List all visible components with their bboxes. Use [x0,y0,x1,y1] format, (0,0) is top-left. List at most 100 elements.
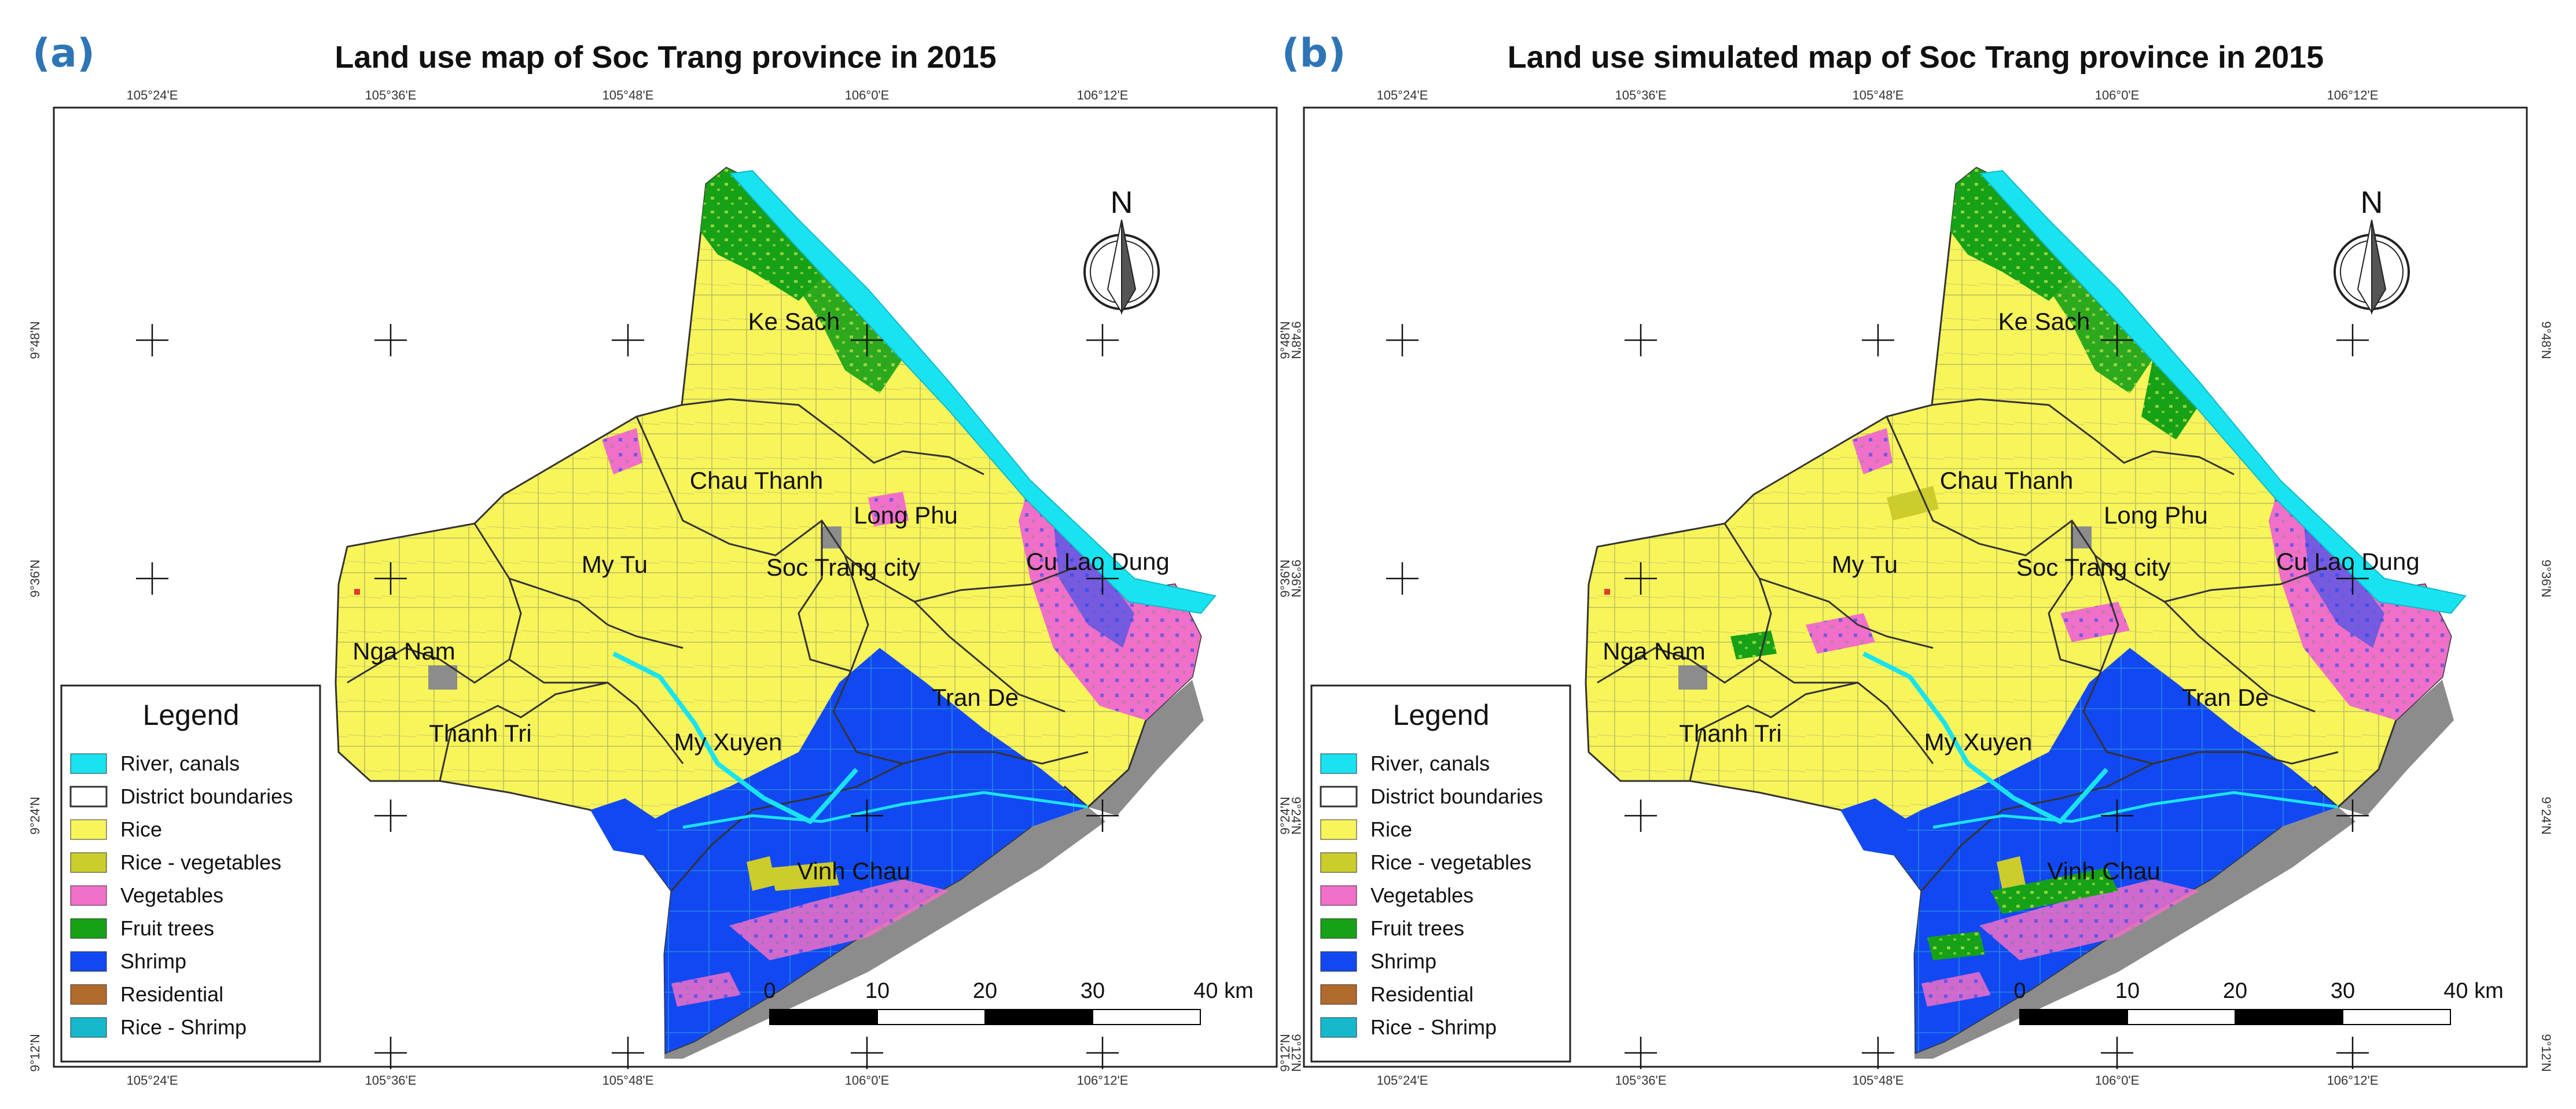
scale-tick-label: 20 [973,979,997,1003]
vegetables-area [1806,613,1875,654]
residential-area [1604,589,1610,595]
legend-swatch [70,885,107,906]
graticule-cross [2101,324,2133,356]
legend-swatch [1320,885,1357,906]
legend-label: District boundaries [120,784,293,808]
legend-title: Legend [1393,699,1490,731]
district-label: Cu Lao Dung [2276,548,2420,575]
rice-vegetables-area [1887,486,1939,521]
graticule-cross [612,1037,644,1069]
vegetables-area [671,972,741,1007]
graticule-cross [2101,799,2133,832]
shrimp-area [1878,648,2338,1053]
latitude-label-right: 9°48'N [1289,321,1303,359]
latitude-label-right: 9°12'N [2539,1034,2553,1072]
longitude-label-top: 105°48'E [602,88,654,102]
graticule-cross [851,799,883,832]
district-label: Long Phu [2104,502,2208,529]
graticule-cross [1862,324,1894,356]
district-boundary [913,600,1065,713]
latitude-label-left: 9°24'N [28,797,42,835]
fruit-trees-area [787,231,903,393]
graticule-cross [2336,1037,2369,1069]
longitude-label-bottom: 106°0'E [845,1073,890,1088]
graticule-cross [374,562,407,595]
district-boundary [2163,600,2316,713]
graticule-cross [851,1037,883,1069]
longitude-label-top: 106°0'E [845,88,890,102]
longitude-label-bottom: 105°48'E [602,1073,654,1088]
longitude-label-bottom: 105°24'E [1377,1073,1428,1088]
residential-area [354,589,360,595]
longitude-label-bottom: 106°12'E [2327,1073,2379,1088]
north-label: N [2361,185,2383,220]
latitude-label-left: 9°48'N [28,321,42,359]
fruit-trees-area [1927,931,1985,960]
district-label: Cu Lao Dung [1026,548,1170,575]
legend-label: River, canals [120,751,240,775]
legend-label: Rice - vegetables [1370,850,1531,874]
legend-label: Vegetables [120,883,223,907]
longitude-label-bottom: 105°36'E [365,1073,417,1088]
scale-tick-label: 30 [2331,979,2355,1003]
graticule-cross [1862,1037,1894,1069]
graticule-cross [136,562,168,595]
district-label: My Xuyen [1924,728,2033,756]
fruit-trees-area [1991,868,2118,914]
longitude-label-bottom: 105°48'E [1853,1073,1904,1088]
graticule-cross [2336,562,2369,595]
longitude-label-top: 106°12'E [2327,88,2379,102]
district-boundary [2082,555,2154,765]
district-label: Ke Sach [1998,308,2090,335]
latitude-label-left: 9°24'N [1278,797,1292,835]
scale-tick-label: 0 [763,979,776,1003]
longitude-label-top: 105°48'E [1853,88,1904,102]
scale-tick-label: 30 [1081,979,1105,1003]
latitude-label-left: 9°36'N [1278,559,1292,598]
scale-bar: 0 10 20 30 40 km [763,979,1254,1025]
rice-vegetables-area [747,856,776,891]
legend-swatch [1320,819,1357,840]
graticule-cross [1625,799,1657,832]
district-label: Tran De [932,684,1019,711]
scale-segment [2127,1009,2236,1025]
map-panel-observed: (a) Land use map of Soc Trang province in… [28,31,1303,1088]
graticule-cross [2336,799,2369,832]
district-boundary [1597,647,1760,684]
legend-swatch [70,984,107,1005]
district-boundary [1931,398,2235,476]
vegetables-area [1921,972,1991,1007]
district-label: My Xuyen [674,728,782,756]
legend-label: Fruit trees [120,916,214,940]
legend-swatch [70,753,107,774]
scale-tick-label: 20 [2223,979,2247,1003]
canal-line [1932,791,2339,829]
latitude-label-left: 9°12'N [28,1034,42,1072]
vegetables-area [1979,879,2199,960]
district-label: Soc Trang city [2016,554,2170,581]
district-label: Long Phu [854,502,958,529]
shrimp-area [2303,521,2384,648]
district-label: Vinh Chau [797,857,910,885]
map-title: Land use map of Soc Trang province in 20… [335,40,996,75]
legend-swatch [69,786,108,808]
legend-label: Rice - Shrimp [1370,1015,1497,1039]
legend-swatch [1320,786,1358,808]
graticule-cross [1625,1037,1657,1069]
scale-bar: 0 10 20 30 40 km [2013,979,2504,1025]
graticule-cross [2101,1037,2133,1069]
graticule-cross [1625,562,1657,595]
graticule-cross [1625,324,1657,356]
shrimp-area [1053,521,1134,648]
river-area [729,170,1217,614]
scale-end-label: 40 km [1193,979,1253,1003]
vegetables-area [2060,602,2130,642]
district-boundary [798,521,851,672]
north-label: N [1111,185,1133,220]
district-boundary [681,398,984,476]
graticule-cross [136,324,168,356]
district-label: Ke Sach [748,308,840,335]
district-label: Chau Thanh [1940,467,2073,494]
legend-label: Shrimp [1370,949,1436,973]
